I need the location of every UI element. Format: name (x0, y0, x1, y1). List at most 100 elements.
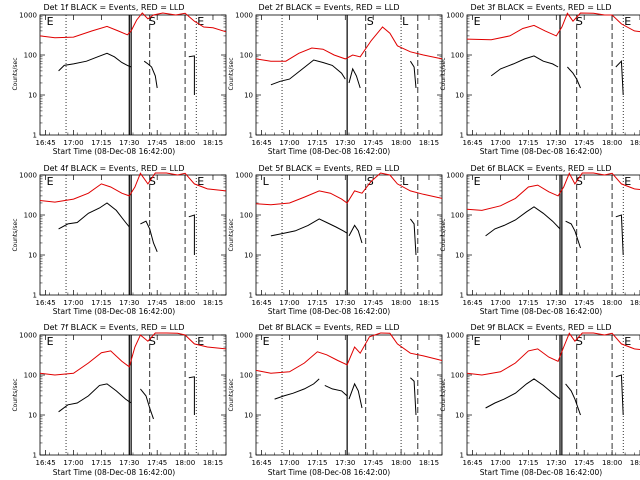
y-tick-label: 10 (244, 252, 253, 260)
interval-marker: E (197, 335, 204, 348)
events-series-segment (348, 67, 361, 89)
y-axis-label: Counts/sec (440, 218, 447, 251)
y-tick-label: 100 (451, 212, 464, 220)
interval-marker: S (576, 15, 583, 28)
events-series-segment (324, 384, 348, 397)
plot-title: Det 5f BLACK = Events, RED = LLD (258, 164, 399, 173)
events-series-line (274, 378, 320, 400)
x-tick-label: 17:15 (307, 299, 327, 307)
events-series-segment (348, 382, 363, 409)
lld-series-line (255, 26, 443, 62)
interval-marker: E (197, 15, 204, 28)
y-axis-label: Counts/sec (12, 57, 19, 90)
x-tick-label: 16:45 (251, 139, 271, 147)
detector-plot: 1 10 100 1000 16:45 17:00 17:15 17:30 17:45 18:00… (235, 12, 443, 147)
x-tick-label: 17:15 (91, 459, 111, 467)
x-tick-label: 17:30 (546, 139, 566, 147)
x-tick-label: 18:15 (203, 459, 223, 467)
x-axis-label: Start Time (08-Dec-08 16:42:00) (480, 468, 602, 477)
x-tick-label: 18:00 (391, 299, 411, 307)
y-axis-label: Counts/sec (228, 57, 235, 90)
x-tick-label: 17:45 (147, 299, 167, 307)
events-series-line (490, 55, 559, 77)
plot-frame (466, 334, 640, 456)
plot-title: Det 9f BLACK = Events, RED = LLD (470, 323, 611, 332)
y-axis-label: Counts/sec (12, 378, 19, 411)
y-tick-label: 1000 (19, 332, 37, 340)
x-tick-label: 17:45 (574, 459, 594, 467)
x-tick-label: 17:45 (363, 299, 383, 307)
x-axis-label: Start Time (08-Dec-08 16:42:00) (53, 147, 175, 156)
y-axis-label: Counts/sec (228, 378, 235, 411)
x-tick-label: 16:45 (462, 299, 482, 307)
events-series-segment (348, 224, 363, 244)
y-tick-label: 100 (451, 372, 464, 380)
plot-frame (39, 174, 227, 296)
plot-frame (466, 174, 640, 296)
y-tick-label: 100 (24, 52, 37, 60)
events-series-segment (567, 66, 581, 89)
interval-marker: E (474, 15, 481, 28)
x-tick-label: 16:45 (35, 139, 55, 147)
x-tick-label: 16:45 (251, 299, 271, 307)
x-axis-label: Start Time (08-Dec-08 16:42:00) (53, 468, 175, 477)
events-series-segment (188, 55, 195, 95)
y-tick-label: 1 (249, 452, 253, 460)
x-axis-label: Start Time (08-Dec-08 16:42:00) (480, 147, 602, 156)
x-tick-label: 17:00 (490, 139, 510, 147)
detector-plot: 1 10 100 1000 16:45 17:00 17:15 17:30 17:45 18:00… (235, 172, 443, 307)
x-tick-label: 18:15 (419, 139, 439, 147)
x-axis-label: Start Time (08-Dec-08 16:42:00) (268, 147, 390, 156)
plot-title: Det 2f BLACK = Events, RED = LLD (258, 3, 399, 12)
x-tick-label: 16:45 (35, 299, 55, 307)
interval-marker: E (624, 15, 631, 28)
interval-marker: S (576, 335, 583, 348)
interval-marker: E (474, 175, 481, 188)
x-axis-label: Start Time (08-Dec-08 16:42:00) (53, 307, 175, 316)
y-tick-label: 1000 (19, 172, 37, 180)
y-tick-label: 1000 (446, 12, 464, 20)
x-tick-label: 18:00 (602, 459, 622, 467)
x-tick-label: 17:15 (307, 459, 327, 467)
x-tick-label: 17:30 (119, 139, 139, 147)
y-tick-label: 1000 (235, 332, 253, 340)
x-tick-label: 18:15 (630, 139, 640, 147)
y-tick-label: 100 (24, 212, 37, 220)
x-tick-label: 17:00 (63, 139, 83, 147)
x-tick-label: 18:00 (391, 459, 411, 467)
events-series-segment (615, 60, 624, 96)
plot-title: Det 6f BLACK = Events, RED = LLD (470, 164, 611, 173)
plot-title: Det 8f BLACK = Events, RED = LLD (258, 323, 399, 332)
y-axis-label: Counts/sec (228, 218, 235, 251)
y-tick-label: 1 (249, 132, 253, 140)
x-tick-label: 17:15 (307, 139, 327, 147)
x-tick-label: 18:00 (175, 299, 195, 307)
detector-plot: 1 10 100 1000 16:45 17:00 17:15 17:30 17:45 18:00… (446, 172, 640, 307)
y-tick-label: 10 (244, 412, 253, 420)
x-tick-label: 18:15 (419, 299, 439, 307)
y-tick-label: 1000 (446, 172, 464, 180)
x-tick-label: 17:45 (363, 139, 383, 147)
y-tick-label: 1 (249, 292, 253, 300)
events-series-segment (565, 220, 581, 249)
x-tick-label: 17:30 (546, 299, 566, 307)
x-tick-label: 17:30 (335, 459, 355, 467)
x-axis-label: Start Time (08-Dec-08 16:42:00) (268, 468, 390, 477)
detector-plot: 1 10 100 1000 16:45 17:00 17:15 17:30 17:45 18:00… (19, 12, 227, 147)
x-tick-label: 18:15 (419, 459, 439, 467)
lld-series-line (39, 12, 227, 39)
interval-marker: L (402, 175, 409, 188)
y-tick-label: 1 (460, 132, 464, 140)
lld-series-line (466, 12, 640, 41)
x-tick-label: 16:45 (462, 459, 482, 467)
x-tick-label: 16:45 (35, 459, 55, 467)
interval-marker: S (149, 335, 156, 348)
plot-title: Det 7f BLACK = Events, RED = LLD (43, 323, 184, 332)
events-series-line (485, 378, 561, 409)
y-tick-label: 100 (240, 212, 253, 220)
detector-plot: 1 10 100 1000 16:45 17:00 17:15 17:30 17:45 18:00… (19, 332, 227, 467)
y-axis-label: Counts/sec (12, 218, 19, 251)
y-axis-label: Counts/sec (440, 378, 447, 411)
y-tick-label: 1000 (235, 12, 253, 20)
y-tick-label: 1000 (19, 12, 37, 20)
